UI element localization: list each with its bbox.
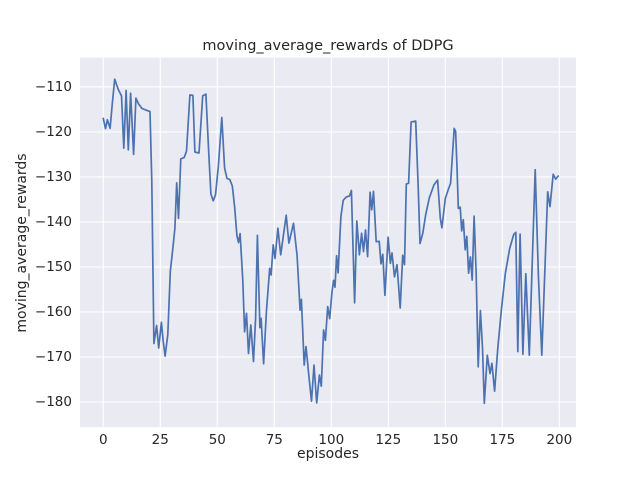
x-tick-label: 175 <box>489 432 516 448</box>
axes-background <box>80 57 576 428</box>
x-tick-label: 50 <box>208 432 226 448</box>
y-tick-label: −170 <box>34 348 72 365</box>
x-tick-label: 100 <box>318 432 345 448</box>
y-tick-label: −110 <box>34 78 72 95</box>
y-tick-label: −140 <box>34 213 72 230</box>
x-tick-label: 125 <box>375 432 402 448</box>
y-tick-label: −160 <box>34 303 72 320</box>
x-tick-label: 150 <box>432 432 459 448</box>
x-tick-label: 200 <box>546 432 573 448</box>
data-line-moving_average_rewards <box>102 78 560 405</box>
x-tick-label: 0 <box>98 432 108 448</box>
y-tick-label: −120 <box>34 123 72 140</box>
y-tick-label: −180 <box>34 393 72 410</box>
x-tick-label: 25 <box>151 432 169 448</box>
x-axis-label: episodes <box>296 446 360 462</box>
x-tick-label: 75 <box>265 432 283 448</box>
chart-title: moving_average_rewards of DDPG <box>202 38 454 54</box>
y-tick-label: −130 <box>34 168 72 185</box>
y-axis-label: moving_average_rewards <box>14 153 30 333</box>
y-tick-label: −150 <box>34 258 72 275</box>
